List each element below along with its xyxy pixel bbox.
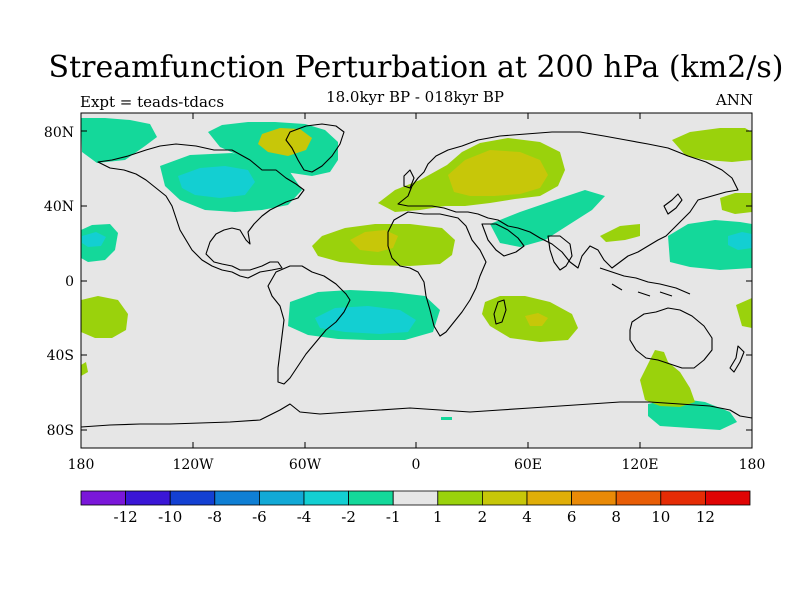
- colorbar-label-3: -6: [252, 508, 267, 526]
- south-america-coast: [267, 265, 351, 385]
- arabia-coast: [481, 223, 525, 257]
- colorbar-labels: -12 -10 -8 -6 -4 -2 -1 1 2 4 6 8 10 12: [114, 508, 715, 526]
- region-west-pacific-low: [668, 220, 752, 270]
- colorbar-swatch-4: [258, 490, 305, 506]
- region-eurasia-core: [448, 150, 548, 196]
- colorbar-label-5: -2: [341, 508, 356, 526]
- colorbar-label-9: 4: [522, 508, 532, 526]
- colorbar: [80, 490, 751, 506]
- new-zealand-coast: [729, 345, 745, 373]
- region-northwest-pacific-high: [600, 224, 640, 242]
- colorbar-swatch-14: [705, 490, 751, 506]
- colorbar-swatch-11: [571, 490, 617, 506]
- region-southeast-pacific-high: [736, 298, 752, 328]
- eurasia-coast: [397, 131, 739, 269]
- australia-coast: [629, 307, 713, 369]
- colorbar-label-10: 6: [567, 508, 577, 526]
- region-indian-ocean-core: [525, 313, 548, 326]
- colorbar-swatch-1: [125, 490, 171, 506]
- region-south-atlantic-high: [81, 362, 88, 376]
- colorbar-swatch-7: [392, 490, 439, 506]
- uk-coast: [403, 169, 415, 189]
- india-coast: [547, 235, 573, 271]
- season-label: ANN: [715, 91, 753, 109]
- region-australia-high: [640, 350, 695, 407]
- colorbar-label-2: -8: [207, 508, 222, 526]
- region-small-south-fill: [441, 417, 452, 420]
- lat-label-80s: 80S: [47, 423, 74, 439]
- lat-label-80n: 80N: [44, 125, 74, 141]
- colorbar-label-0: -12: [114, 508, 138, 526]
- colorbar-swatch-3: [214, 490, 260, 506]
- map-title: Streamfunction Perturbation at 200 hPa (…: [48, 50, 784, 85]
- region-east-atlantic-low: [490, 190, 605, 247]
- colorbar-label-4: -4: [297, 508, 312, 526]
- madagascar-coast: [493, 299, 507, 325]
- greenland-coast: [285, 123, 345, 173]
- africa-coast: [387, 211, 487, 337]
- region-south-america-core: [315, 306, 416, 334]
- map-subtitle: 18.0kyr BP - 018kyr BP: [326, 88, 504, 106]
- lon-label-0: 0: [412, 457, 421, 473]
- japan-coast: [663, 193, 683, 215]
- colorbar-swatch-10: [526, 490, 572, 506]
- lon-label-60e: 60E: [514, 457, 542, 473]
- coastlines: [81, 123, 752, 428]
- colorbar-swatch-13: [660, 490, 706, 506]
- colorbar-swatch-2: [169, 490, 216, 506]
- contour-fills: [81, 118, 752, 430]
- axis-ticks: [80, 113, 753, 448]
- region-tropical-atlantic-core: [350, 230, 398, 252]
- region-north-pacific-low: [81, 118, 157, 163]
- colorbar-swatch-6: [348, 490, 394, 506]
- region-east-pacific-high: [720, 193, 752, 214]
- lat-label-40n: 40N: [44, 199, 74, 215]
- region-south-pacific-high: [81, 296, 128, 338]
- lat-label-40s: 40S: [47, 348, 74, 364]
- region-atlantic-core: [82, 232, 106, 247]
- colorbar-label-11: 8: [611, 508, 621, 526]
- lon-label-60w: 60W: [289, 457, 322, 473]
- colorbar-label-13: 12: [696, 508, 715, 526]
- longitude-labels: 180 120W 60W 0 60E 120E 180: [68, 457, 766, 473]
- colorbar-swatch-9: [481, 490, 528, 506]
- southeast-asia-islands: [599, 267, 691, 297]
- lon-label-120e: 120E: [622, 457, 659, 473]
- antarctica-coast: [81, 401, 752, 428]
- colorbar-label-6: -1: [386, 508, 401, 526]
- lon-label-120w: 120W: [172, 457, 214, 473]
- lat-label-0: 0: [65, 274, 74, 290]
- region-west-pacific-core: [728, 232, 752, 250]
- colorbar-swatch-0: [80, 490, 126, 506]
- colorbar-swatch-8: [437, 490, 483, 506]
- north-america-coast: [97, 143, 305, 279]
- colorbar-swatch-12: [615, 490, 662, 506]
- latitude-labels: 80N 40N 0 40S 80S: [44, 125, 74, 439]
- colorbar-swatch-5: [303, 490, 349, 506]
- region-north-pacific-high: [672, 128, 752, 162]
- lon-label-180e: 180: [739, 457, 766, 473]
- colorbar-label-7: 1: [433, 508, 443, 526]
- region-arctic-canada-core: [258, 128, 312, 156]
- colorbar-label-12: 10: [651, 508, 670, 526]
- region-north-america-core: [178, 166, 255, 198]
- lon-label-180w: 180: [68, 457, 95, 473]
- colorbar-label-1: -10: [158, 508, 182, 526]
- colorbar-label-8: 2: [478, 508, 488, 526]
- experiment-label: Expt = teads-tdacs: [80, 93, 225, 111]
